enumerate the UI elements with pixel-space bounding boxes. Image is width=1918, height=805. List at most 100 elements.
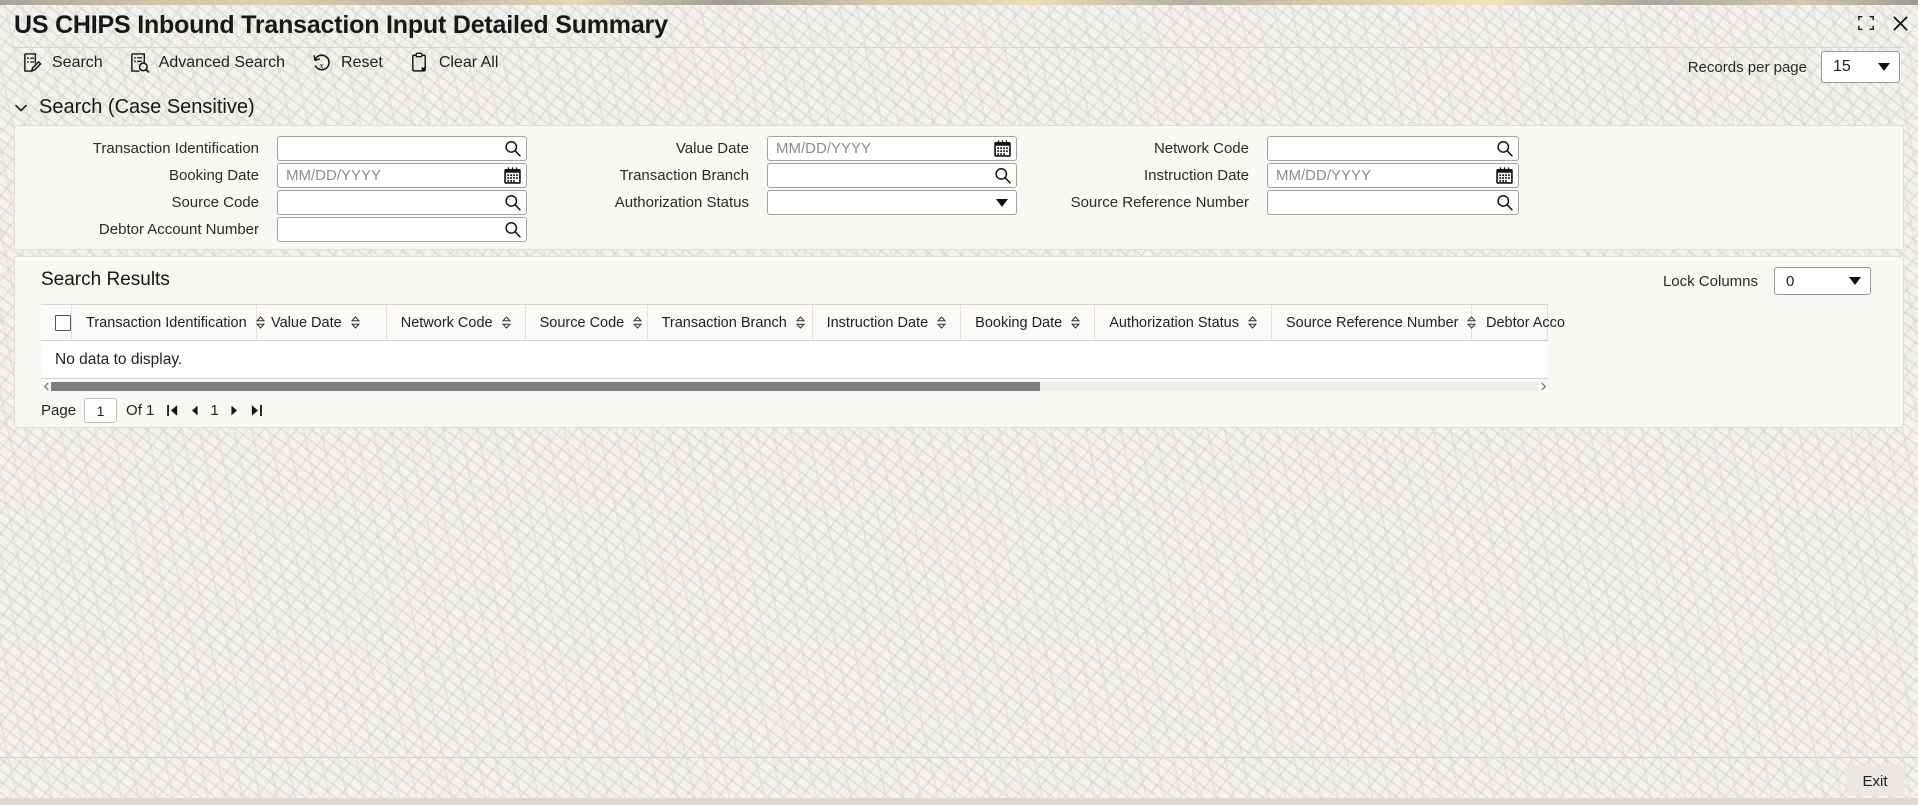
column-header-label: Network Code	[400, 314, 493, 331]
lock-columns-select[interactable]: 0	[1774, 267, 1871, 295]
search-field-control-network-code[interactable]	[1267, 136, 1519, 161]
scroll-right-icon[interactable]	[1538, 382, 1548, 391]
search-field-control-source-code[interactable]	[277, 190, 527, 215]
chevron-down-icon[interactable]	[996, 198, 1008, 207]
sort-toggle-icon[interactable]	[501, 316, 511, 329]
search-field-control-value-date[interactable]	[767, 136, 1017, 161]
search-input-transaction-branch[interactable]	[768, 164, 1016, 187]
sort-toggle-icon[interactable]	[1071, 316, 1081, 329]
search-icon[interactable]	[501, 219, 523, 241]
records-per-page-select[interactable]: 15	[1821, 51, 1900, 83]
search-input-source-code[interactable]	[278, 191, 526, 214]
search-input-debtor-account-number[interactable]	[278, 218, 526, 241]
sort-toggle-icon[interactable]	[937, 316, 947, 329]
page-title: US CHIPS Inbound Transaction Input Detai…	[14, 11, 668, 39]
sort-toggle-icon[interactable]	[633, 316, 643, 329]
search-input-instruction-date[interactable]	[1268, 164, 1518, 187]
sort-toggle-icon[interactable]	[350, 316, 360, 329]
column-header-instruction-date[interactable]: Instruction Date	[813, 305, 962, 340]
search-field-transaction-branch: Transaction Branch	[515, 163, 1031, 188]
column-header-label: Booking Date	[975, 314, 1063, 331]
toolbar-clear-all-button[interactable]: Clear All	[409, 52, 499, 73]
reset-icon: x	[311, 52, 332, 73]
column-header-transaction-identification[interactable]: Transaction Identification	[72, 305, 265, 340]
search-section-toggle[interactable]: Search (Case Sensitive)	[14, 96, 255, 119]
window-top-edge	[0, 0, 1918, 5]
sort-toggle-icon[interactable]	[1247, 316, 1258, 329]
search-results-panel: Search Results Lock Columns 0 Transactio…	[14, 256, 1904, 428]
close-icon[interactable]	[1890, 13, 1910, 33]
chevron-down-icon	[14, 101, 28, 115]
column-header-transaction-branch[interactable]: Transaction Branch	[648, 305, 813, 340]
column-header-label: Source Code	[539, 314, 625, 331]
search-field-booking-date: Booking Date	[25, 163, 531, 188]
minimize-restore-icon[interactable]	[1856, 13, 1876, 33]
window-controls	[1856, 13, 1910, 33]
search-input-value-date[interactable]	[768, 137, 1016, 160]
calendar-icon[interactable]	[991, 138, 1013, 160]
search-input-booking-date[interactable]	[278, 164, 526, 187]
search-icon[interactable]	[501, 192, 523, 214]
search-field-control-source-reference-number[interactable]	[1267, 190, 1519, 215]
exit-button[interactable]: Exit	[1846, 766, 1904, 796]
search-field-source-code: Source Code	[25, 190, 531, 215]
scrollbar-track[interactable]	[51, 382, 1538, 391]
next-page-button[interactable]	[230, 402, 239, 420]
toolbar-search-button[interactable]: Search	[22, 52, 103, 73]
search-field-instruction-date: Instruction Date	[1015, 163, 1533, 188]
search-field-value-date: Value Date	[515, 136, 1031, 161]
column-header-authorization-status[interactable]: Authorization Status	[1095, 305, 1272, 340]
lock-columns-control: Lock Columns 0	[1663, 267, 1871, 295]
search-input-source-reference-number[interactable]	[1268, 191, 1518, 214]
column-header-booking-date[interactable]: Booking Date	[961, 305, 1096, 340]
search-field-control-transaction-branch[interactable]	[767, 163, 1017, 188]
search-field-control-transaction-identification[interactable]	[277, 136, 527, 161]
sort-toggle-icon[interactable]	[1467, 316, 1477, 329]
pagination-navigation: 1	[166, 402, 262, 420]
search-field-label-network-code: Network Code	[1153, 140, 1249, 157]
search-field-label-booking-date: Booking Date	[168, 167, 259, 184]
sort-toggle-icon[interactable]	[795, 316, 805, 329]
lock-columns-value: 0	[1786, 272, 1795, 290]
search-field-label-source-code: Source Code	[171, 194, 259, 211]
column-header-source-reference-number[interactable]: Source Reference Number	[1272, 305, 1477, 340]
column-header-value-date[interactable]: Value Date	[257, 305, 387, 340]
search-input-transaction-identification[interactable]	[278, 137, 526, 160]
records-per-page-value: 15	[1833, 58, 1851, 75]
search-icon[interactable]	[1493, 192, 1515, 214]
search-field-label-source-reference-number: Source Reference Number	[1070, 194, 1249, 211]
column-header-debtor-acco[interactable]: Debtor Acco	[1472, 305, 1565, 340]
toolbar-clear-all-label: Clear All	[438, 53, 499, 71]
search-field-control-debtor-account-number[interactable]	[277, 217, 527, 242]
search-input-network-code[interactable]	[1268, 137, 1518, 160]
current-page-number[interactable]: 1	[210, 402, 219, 419]
search-icon[interactable]	[501, 138, 523, 160]
search-field-label-value-date: Value Date	[675, 140, 749, 157]
search-field-control-booking-date[interactable]	[277, 163, 527, 188]
toolbar-advanced-search-button[interactable]: Advanced Search	[129, 52, 285, 74]
column-header-source-code[interactable]: Source Code	[526, 305, 648, 340]
column-header-label: Source Reference Number	[1286, 314, 1459, 331]
last-page-button[interactable]	[250, 402, 263, 420]
search-filter-panel: Transaction Identification Booking Date So…	[14, 125, 1904, 250]
search-icon[interactable]	[991, 165, 1013, 187]
search-field-control-authorization-status[interactable]	[767, 190, 1017, 215]
results-horizontal-scrollbar[interactable]	[41, 381, 1548, 392]
results-grid-body: No data to display.	[41, 341, 1548, 379]
previous-page-button[interactable]	[190, 402, 199, 420]
select-all-checkbox[interactable]	[55, 314, 71, 331]
records-per-page-label: Records per page	[1687, 58, 1807, 76]
search-field-control-instruction-date[interactable]	[1267, 163, 1519, 188]
calendar-icon[interactable]	[501, 165, 523, 187]
sort-toggle-icon[interactable]	[255, 316, 265, 329]
search-field-label-instruction-date: Instruction Date	[1143, 167, 1249, 184]
calendar-icon[interactable]	[1493, 165, 1515, 187]
column-header-network-code[interactable]: Network Code	[387, 305, 526, 340]
first-page-button[interactable]	[166, 402, 179, 420]
toolbar-reset-button[interactable]: x Reset	[311, 52, 383, 73]
search-icon[interactable]	[1493, 138, 1515, 160]
title-bar: US CHIPS Inbound Transaction Input Detai…	[0, 5, 1918, 46]
scroll-left-icon[interactable]	[41, 382, 51, 391]
page-number-input[interactable]	[84, 398, 118, 423]
scrollbar-thumb[interactable]	[51, 382, 1040, 391]
